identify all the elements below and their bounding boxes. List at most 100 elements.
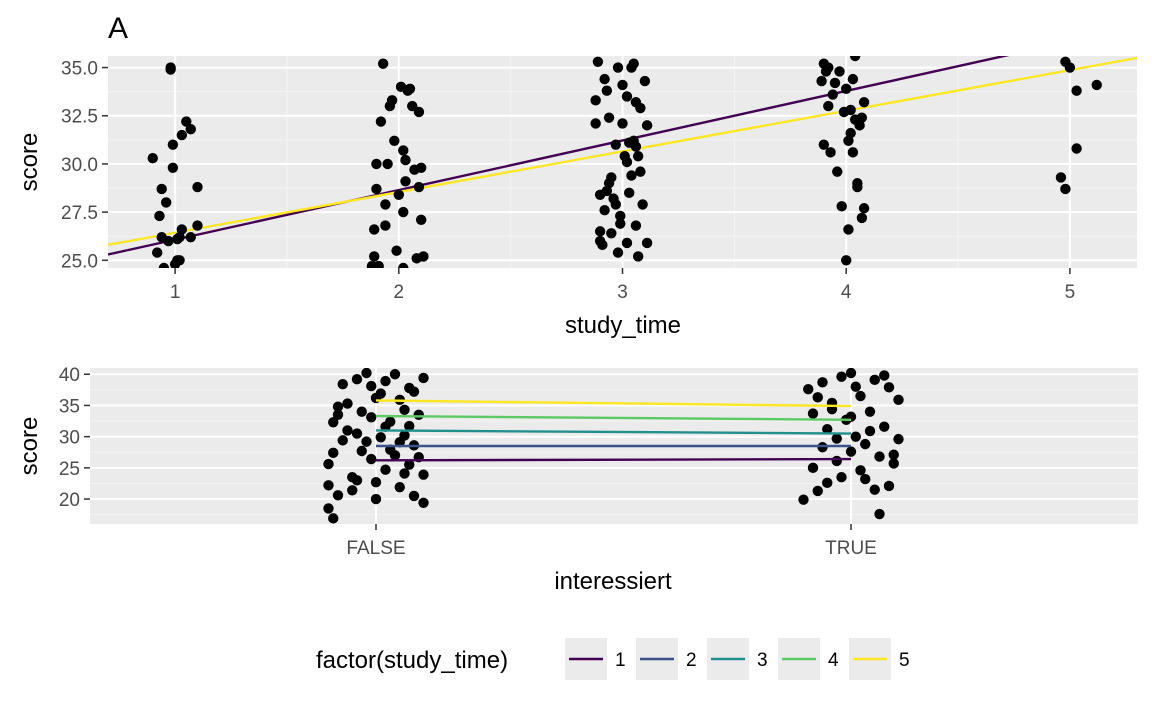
data-point <box>380 199 391 210</box>
data-point <box>603 178 615 189</box>
data-point <box>832 166 843 177</box>
data-point <box>185 231 196 243</box>
data-point <box>404 83 416 94</box>
data-point <box>893 394 904 406</box>
data-point <box>389 369 401 380</box>
panel-a-x-axis-title: study_time <box>565 312 681 339</box>
data-point <box>879 370 890 381</box>
data-point <box>167 139 179 150</box>
data-point <box>617 118 628 129</box>
y-tick-label: 25 <box>59 459 80 480</box>
data-point <box>803 384 814 395</box>
data-point <box>626 170 637 181</box>
data-point <box>847 147 859 158</box>
data-point <box>617 79 628 91</box>
data-point <box>399 468 410 479</box>
data-point <box>615 210 626 222</box>
data-point <box>817 442 828 453</box>
legend-item: 4 <box>778 638 839 680</box>
y-tick-label: 32.5 <box>61 107 98 128</box>
legend-item: 3 <box>707 638 768 680</box>
data-point <box>831 455 842 467</box>
data-point <box>413 409 424 420</box>
data-point <box>599 204 610 216</box>
data-point <box>328 513 339 524</box>
data-point <box>888 458 899 469</box>
data-point <box>386 95 398 106</box>
data-point <box>165 62 176 73</box>
data-point <box>798 494 809 505</box>
data-point <box>375 388 386 399</box>
data-point <box>361 368 372 379</box>
x-tick-label: 1 <box>170 282 181 303</box>
data-point <box>371 183 382 195</box>
data-point <box>823 100 834 112</box>
data-point <box>158 262 170 268</box>
data-point <box>610 139 621 150</box>
data-point <box>176 224 188 235</box>
data-point <box>380 220 391 231</box>
data-point <box>152 247 163 258</box>
x-tick-label: FALSE <box>346 538 405 559</box>
y-tick-label: 35.0 <box>61 59 98 80</box>
data-point <box>807 462 819 474</box>
x-tick-label: 3 <box>617 282 628 303</box>
y-tick-label: 27.5 <box>61 203 98 224</box>
data-point <box>418 469 429 480</box>
data-point <box>332 409 344 420</box>
data-point <box>356 406 367 417</box>
x-tick-label: TRUE <box>825 538 877 559</box>
data-point <box>347 485 358 496</box>
data-point <box>176 129 188 141</box>
panel-a-x-ticks: 1 2 3 4 5 <box>170 268 1075 303</box>
panel-a-trend-lines <box>108 56 1137 256</box>
x-tick-label: 5 <box>1065 282 1076 303</box>
data-point <box>398 206 409 218</box>
panel-a-points <box>147 56 1102 268</box>
data-point <box>163 235 174 247</box>
data-point <box>394 481 405 493</box>
data-point <box>342 398 353 409</box>
data-point <box>160 197 172 208</box>
data-point <box>831 433 842 444</box>
y-tick-label: 30.0 <box>61 155 98 176</box>
panel-a-y-axis-title: score <box>16 133 43 192</box>
data-point <box>827 89 838 100</box>
panel-b-points <box>323 368 904 524</box>
data-point <box>192 181 203 193</box>
data-point <box>399 404 410 416</box>
data-point <box>337 379 348 390</box>
legend-item: 2 <box>636 638 697 680</box>
data-point <box>829 77 841 89</box>
data-point <box>413 181 425 193</box>
data-point <box>850 381 861 392</box>
data-point <box>864 425 876 437</box>
data-point <box>400 154 411 166</box>
data-point <box>641 237 653 249</box>
y-tick-label: 30 <box>59 428 80 449</box>
data-point <box>356 445 367 457</box>
data-point <box>398 262 409 268</box>
data-point <box>606 228 617 239</box>
data-point <box>858 97 870 108</box>
data-point <box>612 247 624 258</box>
data-point <box>174 255 185 266</box>
data-point <box>818 139 830 150</box>
data-point <box>849 56 861 62</box>
data-point <box>323 480 334 491</box>
data-point <box>147 152 158 164</box>
data-point <box>836 371 847 382</box>
data-point <box>154 210 165 222</box>
data-point <box>860 438 871 450</box>
data-point <box>845 446 857 457</box>
panel-b-x-ticks: FALSE TRUE <box>346 524 877 559</box>
data-point <box>375 432 386 443</box>
group-mean-line <box>375 457 852 462</box>
data-point <box>1071 143 1082 154</box>
data-point <box>371 158 382 170</box>
data-point <box>366 453 377 465</box>
data-point <box>893 433 904 445</box>
data-point <box>404 459 415 470</box>
data-point <box>408 386 420 397</box>
